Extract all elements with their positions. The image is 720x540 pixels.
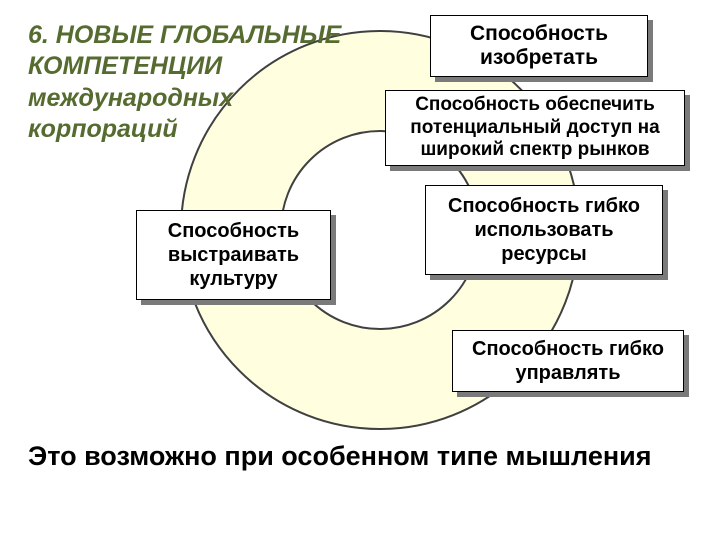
box-label: Способность обеспечить потенциальный дос… — [396, 94, 674, 162]
box-resources: Способность гибко использовать ресурсы — [425, 185, 663, 275]
box-invent: Способность изобретать — [430, 15, 648, 77]
box-market-access: Способность обеспечить потенциальный дос… — [385, 90, 685, 166]
slide-heading: 6. НОВЫЕ ГЛОБАЛЬНЫЕ КОМПЕТЕНЦИИ междунар… — [28, 20, 358, 145]
box-label: Способность гибко управлять — [463, 337, 673, 385]
box-label: Способность выстраивать культуру — [147, 219, 320, 291]
box-culture: Способность выстраивать культуру — [136, 210, 331, 300]
box-manage: Способность гибко управлять — [452, 330, 684, 392]
bottom-statement: Это возможно при особенном типе мышления — [28, 440, 678, 472]
box-label: Способность гибко использовать ресурсы — [436, 194, 652, 266]
box-label: Способность изобретать — [441, 22, 637, 70]
